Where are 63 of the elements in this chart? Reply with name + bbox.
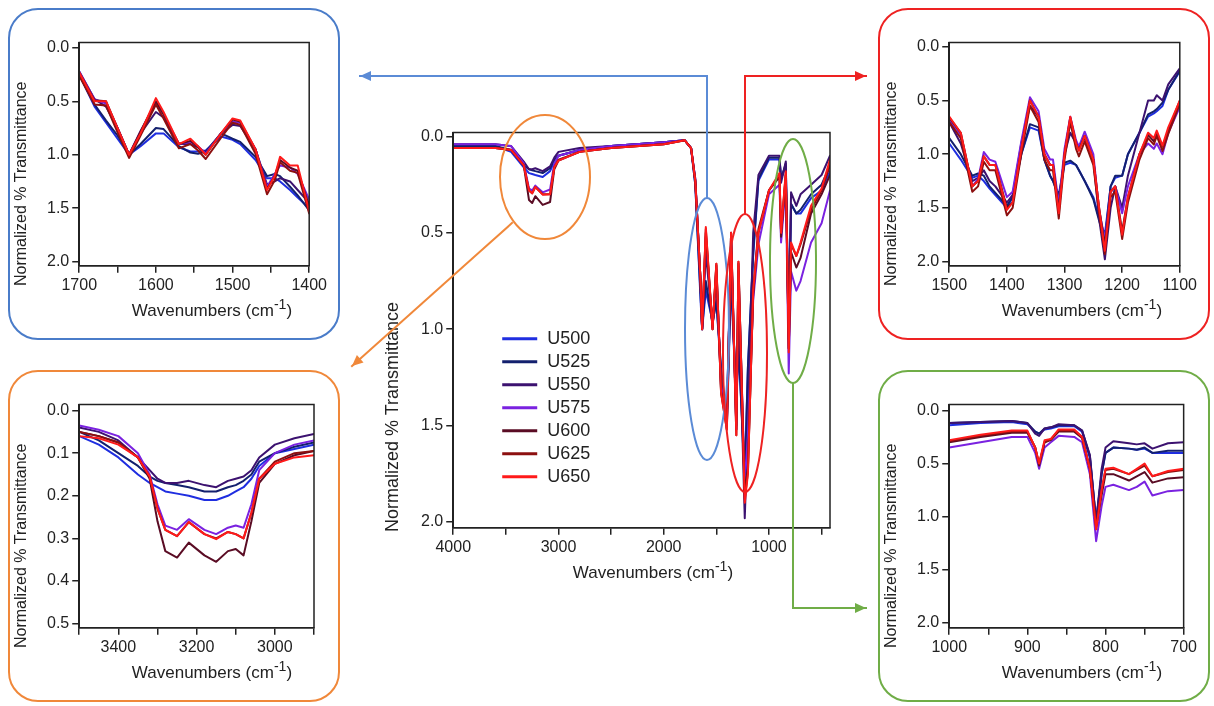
y-axis-title: Normalized % Transmittance — [12, 81, 30, 286]
y-tick-label: 0.1 — [46, 443, 70, 461]
y-tick-label: 1.5 — [916, 560, 940, 578]
y-tick-label: 1.0 — [916, 144, 940, 162]
y-axis-title: Normalized % Transmittance — [882, 81, 900, 286]
y-tick-label: 0.0 — [420, 126, 444, 144]
x-tick-label: 1500 — [931, 275, 968, 293]
y-axis-title: Normalized % Transmittance — [12, 443, 30, 648]
x-tick-label: 4000 — [435, 537, 472, 555]
y-tick-label: 0.0 — [46, 400, 70, 418]
x-tick-label: 3000 — [257, 637, 293, 655]
y-tick-label: 1.5 — [916, 198, 940, 216]
x-tick-label: 1100 — [1162, 275, 1198, 293]
x-tick-label: 800 — [1092, 637, 1119, 655]
legend-label: U600 — [547, 419, 591, 440]
x-tick-label: 1400 — [291, 275, 328, 293]
y-tick-label: 0.5 — [916, 90, 940, 108]
y-tick-label: 1.5 — [46, 198, 70, 216]
y-tick-label: 0.4 — [46, 571, 70, 589]
y-tick-label: 1.0 — [420, 319, 444, 337]
x-tick-label: 2000 — [645, 537, 682, 555]
y-tick-label: 2.0 — [420, 512, 444, 530]
x-tick-label: 1000 — [931, 637, 968, 655]
x-tick-label: 3000 — [540, 537, 577, 555]
x-tick-label: 700 — [1170, 637, 1198, 655]
y-tick-label: 0.3 — [46, 528, 70, 546]
y-tick-label: 0.0 — [46, 38, 70, 56]
legend-label: U650 — [547, 465, 591, 486]
legend-label: U500 — [547, 327, 591, 348]
legend-label: U525 — [547, 350, 591, 371]
x-tick-label: 3200 — [178, 637, 215, 655]
legend-label: U625 — [547, 442, 591, 463]
x-axis-title: Wavenumbers (cm$^{-1}$) — [1000, 658, 1164, 683]
y-tick-label: 2.0 — [916, 251, 940, 269]
x-tick-label: 1600 — [138, 275, 174, 293]
y-tick-label: 0.5 — [46, 613, 70, 631]
y-tick-label: 2.0 — [916, 613, 940, 631]
x-tick-label: 900 — [1014, 637, 1041, 655]
y-tick-label: 0.0 — [916, 37, 940, 55]
x-tick-label: 1700 — [61, 275, 98, 293]
y-tick-label: 1.0 — [916, 507, 940, 525]
x-tick-label: 1400 — [989, 275, 1025, 293]
x-axis-title: Wavenumbers (cm$^{-1}$) — [571, 558, 735, 583]
y-tick-label: 0.2 — [46, 486, 70, 504]
x-axis-title: Wavenumbers (cm$^{-1}$) — [1000, 296, 1164, 321]
y-tick-label: 2.0 — [46, 251, 70, 269]
y-tick-label: 0.0 — [916, 400, 940, 418]
x-tick-label: 1300 — [1046, 275, 1083, 293]
y-tick-label: 1.0 — [46, 145, 70, 163]
x-tick-label: 1500 — [214, 275, 251, 293]
y-tick-label: 0.5 — [916, 453, 940, 471]
x-axis-title: Wavenumbers (cm$^{-1}$) — [130, 296, 294, 321]
y-tick-label: 1.5 — [420, 416, 444, 434]
y-tick-label: 0.5 — [46, 91, 70, 109]
legend-label: U550 — [547, 373, 591, 394]
x-axis-title: Wavenumbers (cm$^{-1}$) — [130, 658, 294, 683]
x-tick-label: 1000 — [751, 537, 787, 555]
x-tick-label: 1200 — [1104, 275, 1141, 293]
y-tick-label: 0.5 — [420, 223, 444, 241]
y-axis-title: Normalized % Transmittance — [382, 301, 403, 532]
y-axis-title: Normalized % Transmittance — [882, 443, 900, 648]
legend-label: U575 — [547, 396, 591, 417]
x-tick-label: 3400 — [100, 637, 137, 655]
